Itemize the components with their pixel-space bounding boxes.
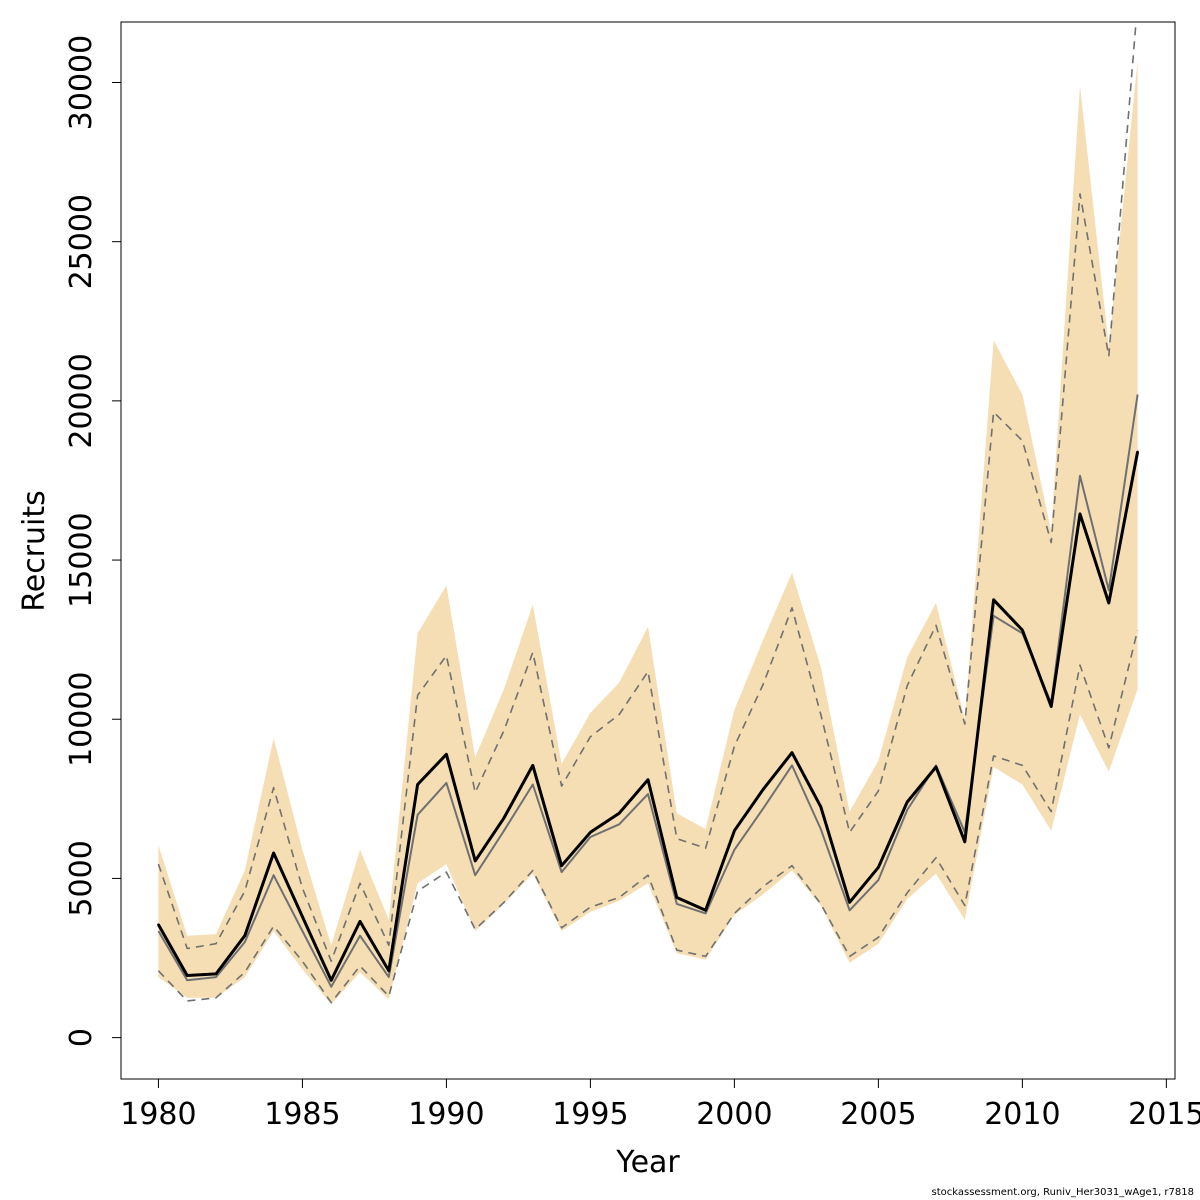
- recruits-point-1981: [186, 974, 189, 977]
- recruits-point-1998: [675, 896, 678, 899]
- recruits-point-2002: [790, 751, 794, 754]
- x-tick-label-2005: 2005: [840, 1097, 916, 1132]
- y-tick-label-15000: 15000: [64, 512, 99, 607]
- x-tick-label-1995: 1995: [552, 1097, 628, 1132]
- recruits-point-2007: [934, 765, 938, 769]
- y-tick-label-5000: 5000: [64, 840, 99, 916]
- y-tick-label-10000: 10000: [64, 671, 99, 766]
- x-tick-label-2000: 2000: [696, 1097, 772, 1132]
- recruits-point-2006: [906, 800, 909, 804]
- recruits-point-2010: [1021, 628, 1024, 632]
- y-tick-label-20000: 20000: [64, 353, 99, 448]
- x-tick-label-2010: 2010: [984, 1097, 1060, 1132]
- recruits-point-2011: [1050, 705, 1053, 708]
- recruits-point-1986: [330, 979, 333, 982]
- x-tick-label-1985: 1985: [264, 1097, 340, 1132]
- recruits-point-1996: [618, 812, 621, 815]
- recruits-point-2003: [819, 805, 822, 808]
- x-axis: 1980 1985 1990 1995 2000 2005 2010 2015: [120, 1078, 1200, 1132]
- recruits-point-2004: [848, 901, 851, 904]
- recruits-point-1989: [416, 783, 419, 786]
- y-tick-label-25000: 25000: [64, 194, 99, 289]
- recruits-point-2005: [877, 866, 880, 869]
- recruits-point-2014: [1136, 450, 1139, 453]
- recruits-point-2000: [733, 829, 736, 832]
- plot-content: [157, 22, 1140, 1005]
- recruits-point-1990: [445, 753, 448, 756]
- recruits-point-1993: [531, 764, 534, 767]
- recruits-point-1995: [589, 831, 592, 834]
- recruits-point-1988: [387, 969, 390, 972]
- y-axis: 0 5000 10000 15000 20000 25000 30000: [64, 35, 122, 1047]
- recruits-point-2013: [1107, 601, 1111, 605]
- y-tick-label-0: 0: [64, 1028, 99, 1047]
- recruits-point-1991: [474, 859, 477, 863]
- recruits-point-1980: [157, 923, 160, 926]
- x-tick-label-1990: 1990: [408, 1097, 484, 1132]
- recruits-point-1983: [243, 934, 246, 937]
- x-tick-label-2015: 2015: [1128, 1097, 1200, 1132]
- y-tick-label-30000: 30000: [64, 35, 99, 130]
- recruits-point-1982: [214, 972, 218, 976]
- recruits-point-1984: [272, 851, 275, 855]
- recruits-point-1997: [646, 778, 650, 781]
- recruits-point-1985: [301, 915, 304, 918]
- recruits-point-1987: [358, 920, 362, 923]
- recruits-point-2008: [963, 840, 966, 843]
- recruits-point-1992: [502, 816, 506, 820]
- x-tick-label-1980: 1980: [120, 1097, 196, 1132]
- lower-bound-dashed-line: [157, 629, 1139, 1004]
- recruits-estimate-points: [157, 450, 1139, 982]
- source-credit: stockassessment.org, Runiv_Her3031_wAge1…: [931, 1187, 1194, 1198]
- recruits-point-2009: [992, 598, 995, 601]
- recruits-point-2001: [762, 788, 765, 791]
- x-axis-title: Year: [615, 1145, 680, 1180]
- recruits-point-1994: [560, 864, 563, 867]
- recruits-point-2012: [1078, 512, 1082, 516]
- recruits-point-1999: [704, 909, 707, 912]
- confidence-band: [158, 60, 1138, 1005]
- y-axis-title: Recruits: [17, 490, 52, 612]
